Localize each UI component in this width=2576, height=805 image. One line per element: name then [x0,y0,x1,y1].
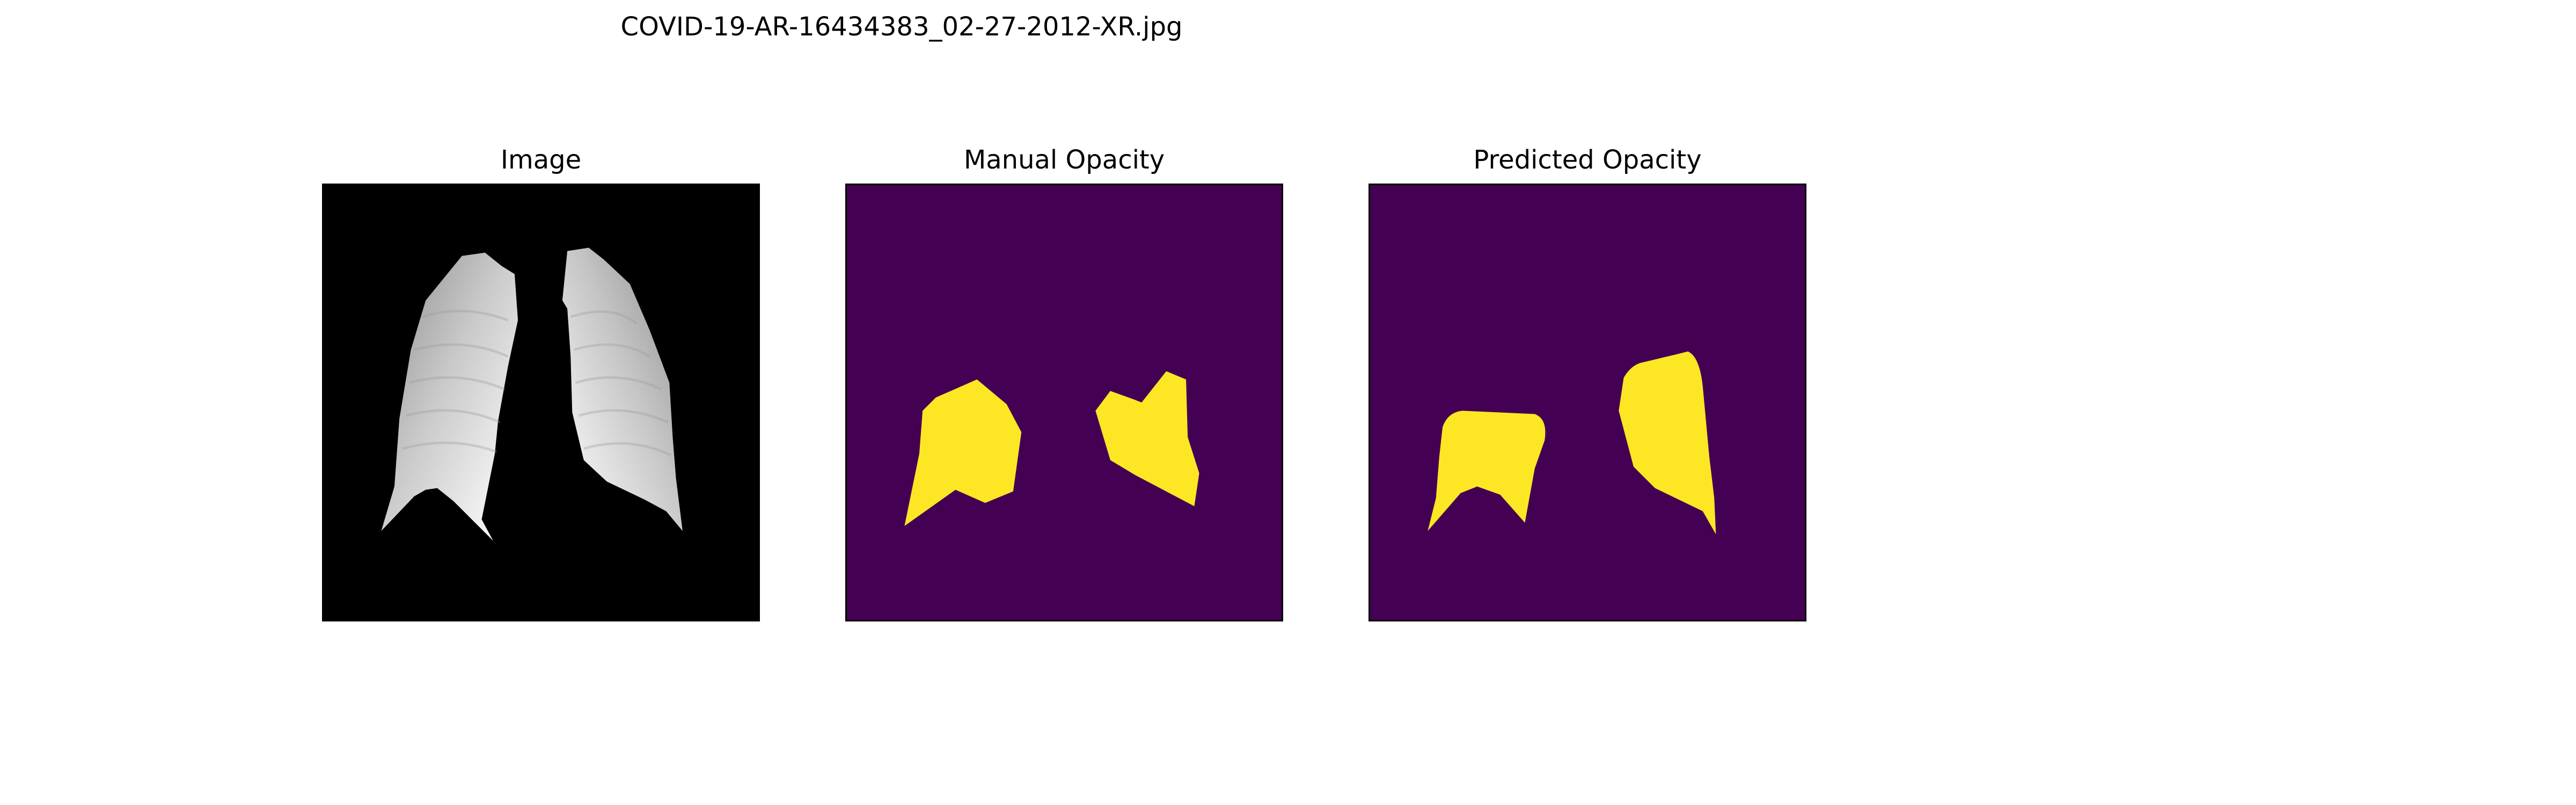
panel-title-predicted-opacity: Predicted Opacity [1473,145,1702,175]
xray-image [324,185,758,620]
xray-image-panel [322,184,760,621]
mask-background [847,185,1282,620]
left-opacity-region [904,379,1022,526]
panel-title-image: Image [500,145,582,175]
predicted-opacity-mask [1370,185,1805,620]
figure-title: COVID-19-AR-16434383_02-27-2012-XR.jpg [620,12,1183,42]
right-opacity-region [1619,351,1716,535]
right-lung-region [562,247,683,531]
mask-background [1370,185,1805,620]
left-lung-region [381,252,518,541]
rib-shadows [402,310,672,457]
manual-opacity-panel [845,184,1283,621]
image-background [324,185,758,620]
right-opacity-region [1095,371,1199,507]
predicted-opacity-panel [1368,184,1806,621]
panel-title-manual-opacity: Manual Opacity [963,145,1165,175]
manual-opacity-mask [847,185,1282,620]
left-opacity-region [1428,411,1546,531]
